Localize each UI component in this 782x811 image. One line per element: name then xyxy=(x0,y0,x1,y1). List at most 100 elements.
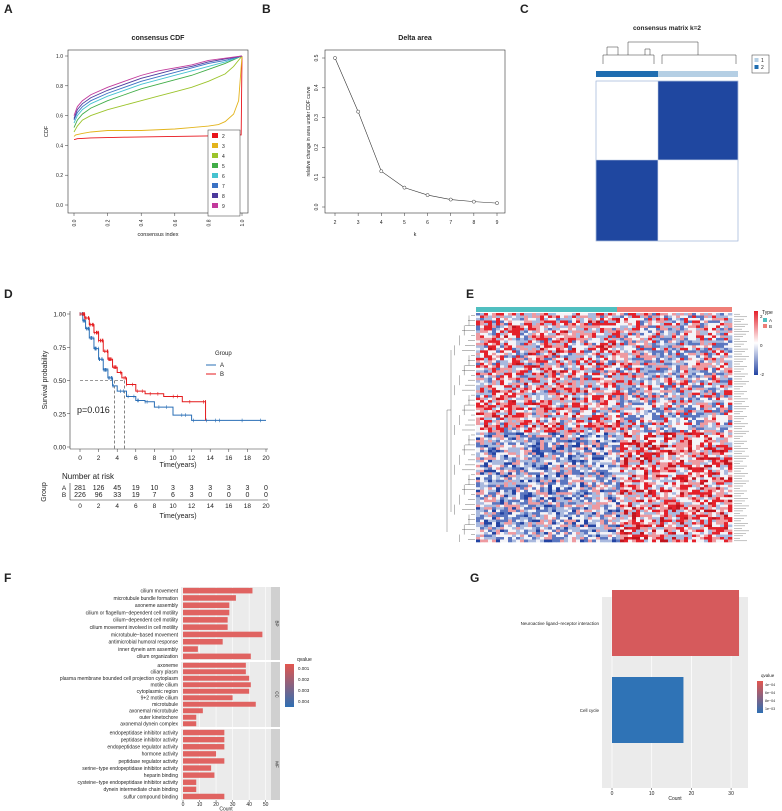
heatmap-cell xyxy=(696,444,701,448)
heatmap-cell xyxy=(712,407,717,411)
heatmap-cell xyxy=(584,482,589,486)
heatmap-cell xyxy=(620,422,625,426)
heatmap-cell xyxy=(672,422,677,426)
heatmap-cell xyxy=(624,407,629,411)
heatmap-cell xyxy=(716,380,721,383)
heatmap-cell xyxy=(660,342,665,346)
heatmap-cell xyxy=(692,417,697,421)
heatmap-cell xyxy=(712,415,717,418)
heatmap-cell xyxy=(524,402,529,406)
heatmap-cell xyxy=(560,330,565,334)
heatmap-cell xyxy=(724,402,729,406)
heatmap-cell xyxy=(716,390,721,393)
heatmap-cell xyxy=(548,385,553,388)
heatmap-cell xyxy=(500,449,505,453)
heatmap-cell xyxy=(656,442,661,446)
heatmap-cell xyxy=(632,350,637,354)
heatmap-cell xyxy=(640,317,645,321)
heatmap-cell xyxy=(648,492,653,496)
heatmap-cell xyxy=(520,447,525,451)
heatmap-cell xyxy=(672,385,677,388)
heatmap-cell xyxy=(560,484,565,488)
heatmap-cell xyxy=(600,427,605,431)
heatmap-cell xyxy=(656,402,661,406)
heatmap-cell xyxy=(640,474,645,478)
heatmap-cell xyxy=(580,385,585,388)
heatmap-cell xyxy=(592,375,597,379)
heatmap-cell xyxy=(564,367,569,371)
heatmap-cell xyxy=(480,412,485,416)
heatmap-cell xyxy=(500,360,505,364)
heatmap-cell xyxy=(540,464,545,468)
heatmap-cell xyxy=(720,469,725,473)
heatmap-cell xyxy=(496,350,501,354)
heatmap-cell xyxy=(516,405,521,408)
heatmap-cell xyxy=(584,347,589,351)
heatmap-cell xyxy=(496,365,501,369)
heatmap-cell xyxy=(624,459,629,463)
heatmap-cell xyxy=(568,372,573,376)
heatmap-cell xyxy=(488,444,493,448)
heatmap-cell xyxy=(604,327,609,331)
heatmap-cell xyxy=(636,432,641,436)
heatmap-cell xyxy=(524,313,529,316)
heatmap-cell xyxy=(512,405,517,408)
heatmap-cell xyxy=(604,492,609,496)
heatmap-cell xyxy=(624,484,629,488)
heatmap-cell xyxy=(660,330,665,334)
heatmap-cell xyxy=(532,487,537,491)
heatmap-cell xyxy=(556,327,561,331)
heatmap-cell xyxy=(484,350,489,354)
heatmap-cell xyxy=(544,377,549,381)
heatmap-cell xyxy=(652,402,657,406)
heatmap-cell xyxy=(636,425,641,428)
heatmap-cell xyxy=(628,317,633,321)
heatmap-cell xyxy=(676,425,681,428)
heatmap-cell xyxy=(720,417,725,421)
heatmap-cell xyxy=(692,477,697,481)
heatmap-cell xyxy=(532,315,537,319)
heatmap-cell xyxy=(536,410,541,413)
heatmap-cell xyxy=(564,472,569,476)
heatmap-cell xyxy=(668,492,673,496)
heatmap-cell xyxy=(516,457,521,461)
heatmap-cell xyxy=(656,317,661,321)
heatmap-cell xyxy=(612,449,617,453)
heatmap-cell xyxy=(596,317,601,321)
heatmap-cell xyxy=(648,482,653,486)
heatmap-cell xyxy=(608,332,613,336)
panel-a-series-8 xyxy=(73,55,243,119)
heatmap-cell xyxy=(656,432,661,436)
heatmap-cell xyxy=(572,395,577,398)
heatmap-cell xyxy=(712,420,717,423)
panel-d-ytick-label: 0.75 xyxy=(53,345,66,352)
heatmap-cell xyxy=(648,415,653,418)
heatmap-cell xyxy=(548,382,553,386)
heatmap-cell xyxy=(592,417,597,421)
heatmap-cell xyxy=(660,332,665,336)
heatmap-cell xyxy=(476,412,481,416)
heatmap-cell xyxy=(632,330,637,334)
heatmap-cell xyxy=(716,322,721,326)
heatmap-cell xyxy=(656,372,661,376)
heatmap-cell xyxy=(528,315,533,319)
heatmap-cell xyxy=(560,332,565,336)
heatmap-cell xyxy=(616,327,621,331)
heatmap-cell xyxy=(636,434,641,438)
heatmap-cell xyxy=(636,320,641,324)
heatmap-cell xyxy=(620,444,625,448)
heatmap-cell xyxy=(584,484,589,488)
heatmap-cell xyxy=(568,434,573,438)
heatmap-cell xyxy=(564,377,569,381)
heatmap-cell xyxy=(632,402,637,406)
heatmap-cell xyxy=(588,484,593,488)
heatmap-cell xyxy=(552,467,557,471)
heatmap-cell xyxy=(580,417,585,421)
heatmap-cell xyxy=(540,422,545,426)
heatmap-cell xyxy=(476,340,481,344)
heatmap-cell xyxy=(684,357,689,361)
heatmap-cell xyxy=(616,479,621,483)
panel-d-risk-group: B xyxy=(62,492,66,499)
heatmap-cell xyxy=(616,410,621,413)
heatmap-cell xyxy=(548,439,553,443)
